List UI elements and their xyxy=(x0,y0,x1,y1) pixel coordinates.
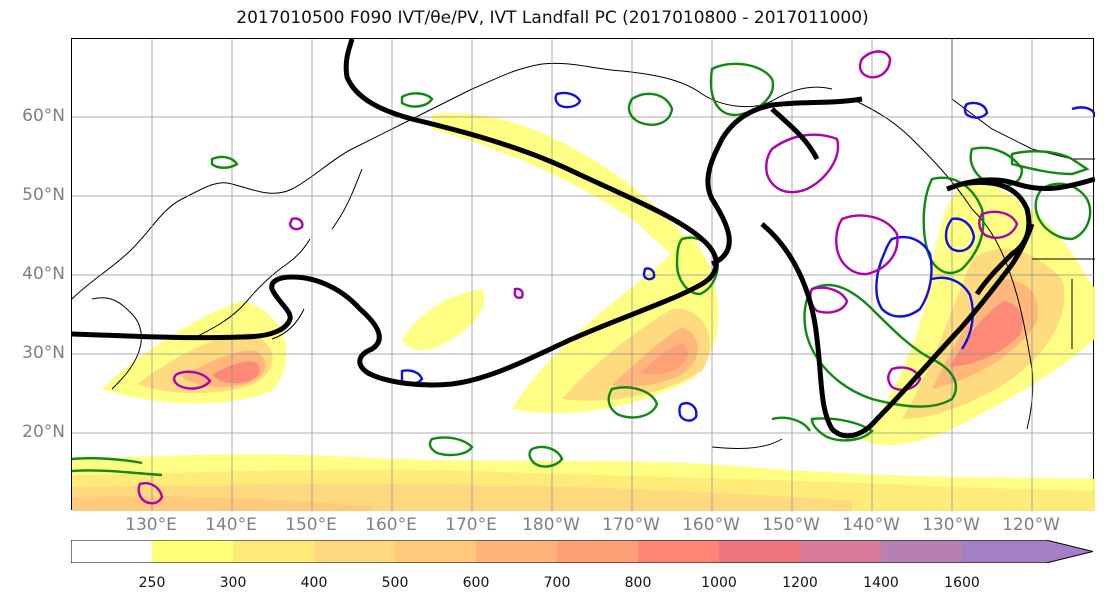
lat-label-60n: 60°N xyxy=(22,106,65,126)
lon-label-120w: 120°W xyxy=(1002,515,1060,535)
lon-label-160e: 160°E xyxy=(365,515,417,535)
colorbar-swatch-500 xyxy=(395,540,476,563)
lat-label-20n: 20°N xyxy=(22,422,65,442)
colorbar-tick-400: 400 xyxy=(300,575,328,591)
lon-label-170e: 170°E xyxy=(445,515,497,535)
colorbar-tick-1000: 1000 xyxy=(701,575,737,591)
lon-label-150e: 150°E xyxy=(285,515,337,535)
lon-label-130e: 130°E xyxy=(125,515,177,535)
map-svg xyxy=(72,39,1095,511)
colorbar-tick-800: 800 xyxy=(624,575,652,591)
colorbar-swatch-250 xyxy=(152,540,233,563)
lon-label-130w: 130°W xyxy=(922,515,980,535)
colorbar xyxy=(71,540,1093,563)
colorbar-tick-500: 500 xyxy=(381,575,409,591)
colorbar-swatch-400 xyxy=(314,540,395,563)
colorbar-tick-600: 600 xyxy=(462,575,490,591)
colorbar-swatch-1600 xyxy=(962,540,1093,563)
lon-label-180w: 180°W xyxy=(522,515,580,535)
lon-label-140e: 140°E xyxy=(205,515,257,535)
colorbar-swatch-600 xyxy=(476,540,557,563)
lon-label-150w: 150°W xyxy=(762,515,820,535)
pv-contours-blue xyxy=(400,91,1095,422)
colorbar-swatch-700 xyxy=(557,540,638,563)
lon-label-160w: 160°W xyxy=(682,515,740,535)
theta-e-contour xyxy=(72,39,1095,439)
lat-label-40n: 40°N xyxy=(22,264,65,284)
lat-label-50n: 50°N xyxy=(22,185,65,205)
colorbar-swatch-300 xyxy=(233,540,314,563)
colorbar-swatch-1400 xyxy=(881,540,962,563)
lon-label-170w: 170°W xyxy=(602,515,660,535)
colorbar-tick-1400: 1400 xyxy=(863,575,899,591)
map-panel xyxy=(71,38,1095,511)
lon-label-140w: 140°W xyxy=(842,515,900,535)
colorbar-tick-700: 700 xyxy=(543,575,571,591)
colorbar-tick-1600: 1600 xyxy=(944,575,980,591)
colorbar-tick-1200: 1200 xyxy=(782,575,818,591)
figure-title: 2017010500 F090 IVT/θe/PV, IVT Landfall … xyxy=(236,8,869,28)
colorbar-swatch-1000 xyxy=(719,540,800,563)
colorbar-tick-300: 300 xyxy=(219,575,247,591)
colorbar-swatch-1200 xyxy=(800,540,881,563)
ivt-shading xyxy=(72,113,1095,511)
colorbar-swatch-800 xyxy=(638,540,719,563)
colorbar-tick-250: 250 xyxy=(138,575,166,591)
lat-label-30n: 30°N xyxy=(22,343,65,363)
gridlines xyxy=(72,39,1095,511)
